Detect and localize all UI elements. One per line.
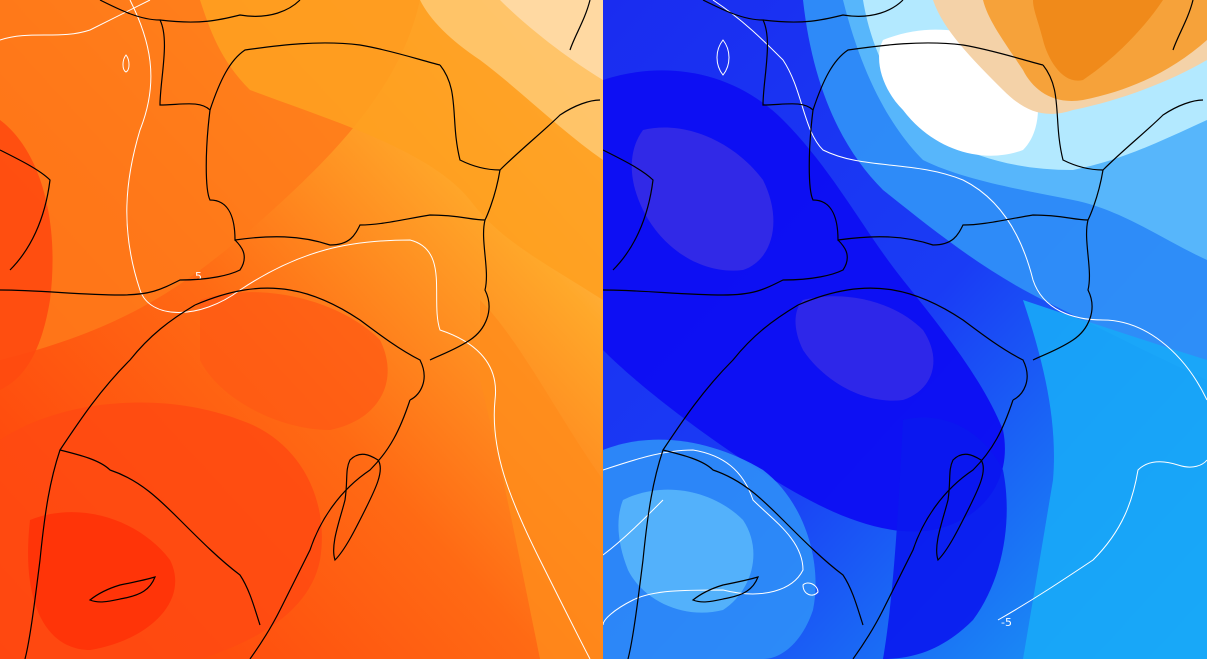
warm-band-red-west bbox=[0, 120, 53, 390]
cold-band-purple-north bbox=[631, 127, 774, 271]
warm-anomaly-map: 5 bbox=[0, 0, 603, 659]
cold-isotherm-southwest-inner bbox=[603, 499, 664, 556]
cold-map-canvas: -5 bbox=[603, 0, 1207, 659]
cold-contour-label: -5 bbox=[1001, 616, 1012, 629]
warm-band-palest bbox=[500, 0, 603, 80]
warm-band-mid bbox=[200, 292, 388, 430]
cold-band-ocean bbox=[1023, 300, 1207, 659]
warm-boundaries bbox=[0, 0, 601, 659]
cold-boundaries bbox=[603, 0, 1204, 659]
cold-isotherm-small bbox=[802, 582, 819, 596]
cold-isotherm-southeast bbox=[997, 459, 1207, 621]
cold-isotherm-southwest bbox=[603, 449, 804, 626]
cold-band-warm-deep bbox=[1033, 0, 1163, 81]
cold-band-deep-coast bbox=[883, 417, 1007, 659]
warm-band-deep-red bbox=[28, 512, 176, 650]
cold-band-purple-center bbox=[795, 296, 934, 401]
warm-isotherm-main bbox=[126, 0, 591, 659]
warm-contour-label: 5 bbox=[195, 270, 202, 283]
warm-map-canvas: 5 bbox=[0, 0, 603, 659]
cold-band-southwest-light bbox=[618, 489, 754, 613]
warm-isotherm-north bbox=[0, 0, 151, 41]
warm-isotherm-blob bbox=[122, 54, 130, 73]
cold-anomaly-map: -5 bbox=[603, 0, 1207, 659]
cold-isotherm-north bbox=[712, 0, 1207, 401]
cold-isotherm-blob bbox=[716, 39, 730, 76]
warm-band-ocean bbox=[480, 300, 603, 659]
